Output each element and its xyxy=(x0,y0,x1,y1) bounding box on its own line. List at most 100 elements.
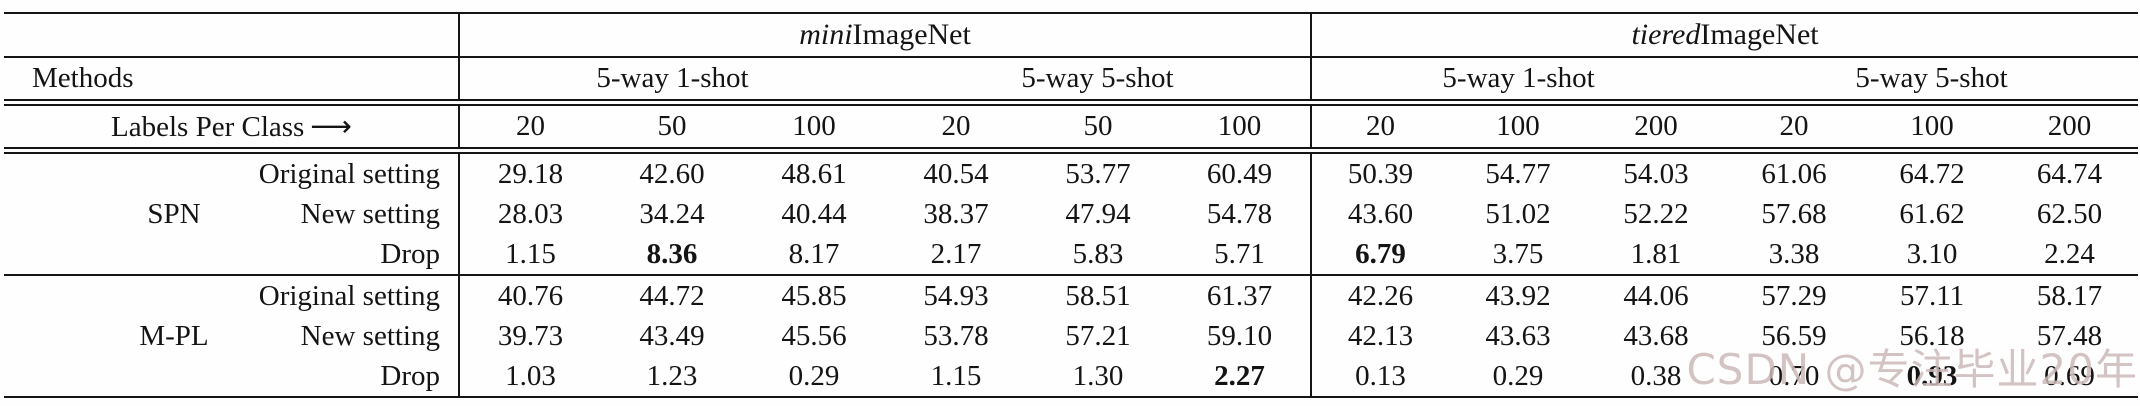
value-cell: 57.21 xyxy=(1065,319,1131,352)
value-cell: 40.76 xyxy=(497,279,564,312)
label-count-cell: 100 xyxy=(743,102,885,154)
label-count-cell: 200 xyxy=(2001,102,2139,154)
methods-header-cell: Methods xyxy=(4,57,460,106)
value-cell: 43.68 xyxy=(1623,319,1689,352)
empty-corner-cell xyxy=(4,12,460,58)
right-arrow-icon: ⟶ xyxy=(310,109,352,143)
setting-label: Original setting xyxy=(258,157,440,190)
value-cell: 42.60 xyxy=(639,157,705,190)
value-cell: 43.63 xyxy=(1485,319,1551,352)
value-cell: 43.49 xyxy=(639,319,705,352)
value-cell: 57.29 xyxy=(1761,279,1827,312)
setting-label: Drop xyxy=(380,359,440,392)
value-cell: 3.75 xyxy=(1449,234,1588,276)
value-cell: 57.48 xyxy=(2036,319,2103,352)
table-row: Drop 1.15 8.36 8.17 2.17 5.83 5.71 6.79 3.75 1.81… xyxy=(4,234,2139,276)
value-cell: 1.30 xyxy=(1027,356,1169,398)
label-count-cell: 50 xyxy=(1027,102,1169,154)
value-cell: 1.23 xyxy=(601,356,743,398)
value-cell: 53.78 xyxy=(923,319,989,352)
value-cell: 43.60 xyxy=(1347,197,1414,230)
value-cell: 38.37 xyxy=(923,197,989,230)
label-count-cell: 20 xyxy=(1725,102,1864,154)
label-count-cell: 200 xyxy=(1587,102,1726,154)
label-count-cell: 50 xyxy=(601,102,743,154)
table-row: Original setting 40.76 44.72 45.85 54.93 58.5… xyxy=(4,275,2138,316)
value-cell: 62.50 xyxy=(2036,197,2103,230)
value-cell: 6.79 xyxy=(1311,234,1450,276)
value-cell: 45.85 xyxy=(781,279,847,312)
value-cell: 56.18 xyxy=(1899,319,1965,352)
row-label-cell: Original setting xyxy=(4,150,460,194)
value-cell: 3.10 xyxy=(1863,234,2002,276)
shot-header-mini-5shot: 5-way 5-shot xyxy=(885,57,1313,106)
value-cell: 5.83 xyxy=(1027,234,1169,276)
value-cell: 0.29 xyxy=(743,356,885,398)
row-label-cell: SPN New setting xyxy=(4,194,460,234)
value-cell: 5.71 xyxy=(1169,234,1313,276)
row-label-cell: Drop xyxy=(4,356,460,398)
table-row: SPN New setting 28.03 34.24 40.44 38.37 47.94 5… xyxy=(4,194,2138,234)
value-cell: 29.18 xyxy=(497,157,564,190)
value-cell: 0.38 xyxy=(1587,356,1726,398)
row-label-cell: Original setting xyxy=(4,275,460,316)
value-cell: 42.13 xyxy=(1347,319,1414,352)
label-count-cell: 100 xyxy=(1169,102,1313,154)
value-cell: 0.93 xyxy=(1863,356,2002,398)
value-cell: 2.17 xyxy=(885,234,1027,276)
value-cell: 57.11 xyxy=(1899,279,1965,312)
value-cell: 54.93 xyxy=(923,279,989,312)
results-table: miniImageNet tieredImageNet Methods 5-wa… xyxy=(4,12,2139,398)
value-cell: 58.51 xyxy=(1065,279,1131,312)
dataset-name-italic: mini xyxy=(799,18,853,51)
value-cell: 59.10 xyxy=(1169,316,1313,356)
value-cell: 40.54 xyxy=(923,157,989,190)
value-cell: 53.77 xyxy=(1065,157,1131,190)
value-cell: 54.78 xyxy=(1169,194,1313,234)
shot-header-tiered-5shot: 5-way 5-shot xyxy=(1725,57,2139,106)
value-cell: 61.37 xyxy=(1169,275,1313,316)
value-cell: 64.74 xyxy=(2036,157,2103,190)
table-body: Original setting 29.18 42.60 48.61 40.54 53.7… xyxy=(4,150,2139,398)
setting-label: Original setting xyxy=(258,279,440,312)
table-row: Original setting 29.18 42.60 48.61 40.54 53.7… xyxy=(4,150,2138,194)
row-label-cell: Drop xyxy=(4,234,460,276)
shot-header-tiered-1shot: 5-way 1-shot xyxy=(1311,57,1726,106)
setting-label: New setting xyxy=(300,319,440,352)
dataset-name-italic: tiered xyxy=(1631,18,1701,51)
value-cell: 28.03 xyxy=(497,197,564,230)
value-cell: 57.68 xyxy=(1761,197,1827,230)
table-row: Drop 1.03 1.23 0.29 1.15 1.30 2.27 0.13 0.29 0.38… xyxy=(4,356,2139,398)
label-count-cell: 20 xyxy=(885,102,1027,154)
dataset-name-normal: ImageNet xyxy=(852,18,971,51)
setting-label: New setting xyxy=(300,197,440,230)
value-cell: 50.39 xyxy=(1347,157,1414,190)
method-name: SPN xyxy=(147,197,201,230)
row-label-cell: M-PL New setting xyxy=(4,316,460,356)
value-cell: 44.06 xyxy=(1623,279,1689,312)
value-cell: 43.92 xyxy=(1485,279,1551,312)
value-cell: 42.26 xyxy=(1347,279,1414,312)
value-cell: 1.15 xyxy=(885,356,1027,398)
value-cell: 44.72 xyxy=(639,279,705,312)
value-cell: 61.06 xyxy=(1761,157,1827,190)
value-cell: 45.56 xyxy=(781,319,847,352)
shot-header-mini-1shot: 5-way 1-shot xyxy=(459,57,885,106)
value-cell: 39.73 xyxy=(497,319,564,352)
value-cell: 8.36 xyxy=(601,234,743,276)
value-cell: 64.72 xyxy=(1899,157,1965,190)
labels-per-class-cell: Labels Per Class ⟶ xyxy=(4,102,460,154)
dataset-header-row: miniImageNet tieredImageNet xyxy=(4,12,2139,58)
value-cell: 0.13 xyxy=(1311,356,1450,398)
table-row: M-PL New setting 39.73 43.49 45.56 53.78 57.21… xyxy=(4,316,2138,356)
value-cell: 54.03 xyxy=(1623,157,1689,190)
label-count-cell: 20 xyxy=(459,102,601,154)
dataset-header-tiered: tieredImageNet xyxy=(1311,12,2139,58)
value-cell: 8.17 xyxy=(743,234,885,276)
value-cell: 1.03 xyxy=(459,356,601,398)
value-cell: 1.81 xyxy=(1587,234,1726,276)
value-cell: 0.69 xyxy=(2001,356,2139,398)
value-cell: 3.38 xyxy=(1725,234,1864,276)
value-cell: 61.62 xyxy=(1899,197,1965,230)
shots-header-row: Methods 5-way 1-shot 5-way 5-shot 5-way … xyxy=(4,57,2139,106)
